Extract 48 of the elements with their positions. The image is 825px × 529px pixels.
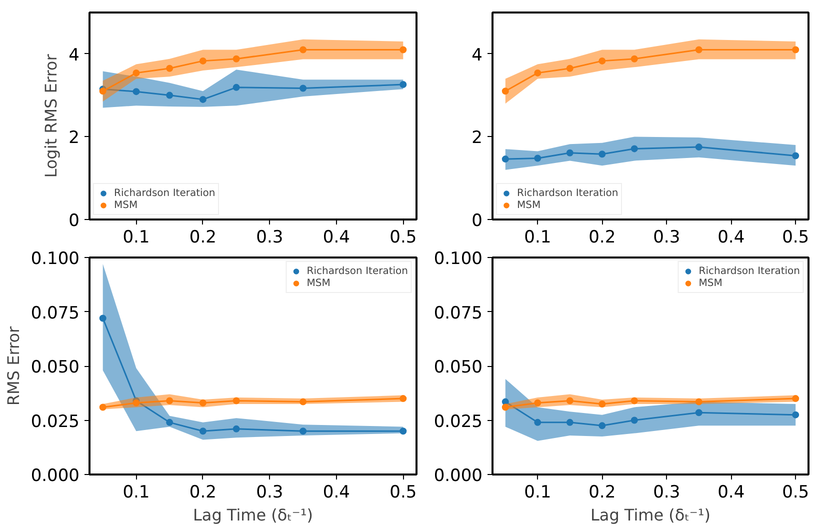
x-axis-title: Lag Time (δₜ⁻¹) — [590, 506, 711, 524]
legend-label: Richardson Iteration — [306, 265, 408, 277]
x-tick-label: 0.1 — [524, 482, 552, 502]
legend-label: Richardson Iteration — [698, 265, 800, 277]
x-tick-label: 0.5 — [782, 228, 810, 248]
y-tick-label: 0 — [472, 211, 483, 231]
x-tick-label: 0.2 — [588, 482, 616, 502]
y-tick-label: 0.000 — [30, 466, 80, 486]
x-tick-label: 0.3 — [653, 228, 680, 248]
y-tick-label: 2 — [68, 128, 80, 148]
y-tick-label: 2 — [472, 128, 483, 148]
y-tick-label: 0.075 — [434, 303, 483, 324]
x-tick-label: 0.1 — [122, 228, 150, 248]
y-tick-label: 0.025 — [434, 412, 483, 432]
x-tick-label: 0.4 — [718, 228, 745, 248]
y-tick-label: 0.050 — [434, 358, 483, 378]
y-tick-label: 4 — [472, 45, 483, 66]
x-axis-title: Lag Time (δₜ⁻¹) — [192, 506, 314, 524]
x-tick-label: 0.1 — [122, 482, 150, 502]
x-tick-label: 0.4 — [718, 482, 745, 502]
legend-label: MSM — [114, 199, 138, 211]
x-tick-label: 0.2 — [588, 228, 616, 248]
legend-label: MSM — [306, 277, 330, 289]
x-tick-label: 0.5 — [390, 228, 417, 248]
y-axis-title: Logit RMS Error — [42, 54, 61, 178]
y-tick-label: 0.050 — [30, 358, 80, 378]
y-tick-label: 0.100 — [434, 249, 483, 269]
x-tick-label: 0.4 — [322, 482, 350, 502]
x-tick-label: 0.3 — [256, 228, 284, 248]
x-tick-label: 0.5 — [390, 482, 417, 502]
x-tick-label: 0.2 — [189, 482, 216, 502]
legend-label: MSM — [698, 277, 722, 289]
x-tick-label: 0.1 — [524, 228, 552, 248]
y-tick-label: 0.025 — [30, 412, 80, 432]
x-tick-label: 0.2 — [189, 228, 216, 248]
x-tick-label: 0.5 — [782, 482, 810, 502]
y-tick-label: 0.075 — [30, 303, 80, 324]
legend-label: Richardson Iteration — [114, 187, 216, 199]
y-axis-title: RMS Error — [4, 326, 23, 406]
y-tick-label: 0.000 — [434, 466, 483, 486]
x-tick-label: 0.4 — [322, 228, 350, 248]
y-tick-label: 4 — [68, 45, 80, 66]
legend-label: Richardson Iteration — [517, 187, 618, 199]
legend-label: MSM — [517, 199, 541, 211]
y-tick-label: 0 — [68, 211, 80, 231]
x-tick-label: 0.3 — [653, 482, 680, 502]
x-tick-label: 0.3 — [256, 482, 284, 502]
y-tick-label: 0.100 — [30, 249, 80, 269]
